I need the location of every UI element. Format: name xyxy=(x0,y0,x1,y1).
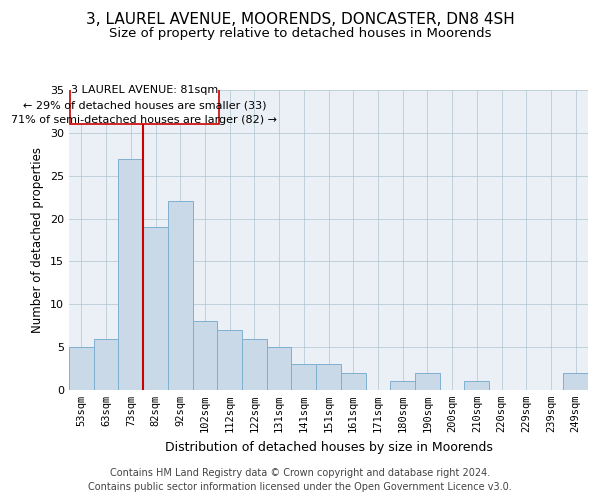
X-axis label: Distribution of detached houses by size in Moorends: Distribution of detached houses by size … xyxy=(164,440,493,454)
Bar xyxy=(292,364,316,390)
Bar xyxy=(267,347,292,390)
FancyBboxPatch shape xyxy=(70,86,218,124)
Text: Contains HM Land Registry data © Crown copyright and database right 2024.
Contai: Contains HM Land Registry data © Crown c… xyxy=(88,468,512,492)
Bar xyxy=(217,330,242,390)
Bar xyxy=(193,322,217,390)
Bar xyxy=(563,373,588,390)
Bar xyxy=(69,347,94,390)
Bar xyxy=(143,227,168,390)
Text: 3 LAUREL AVENUE: 81sqm
← 29% of detached houses are smaller (33)
71% of semi-det: 3 LAUREL AVENUE: 81sqm ← 29% of detached… xyxy=(11,85,277,125)
Bar xyxy=(242,338,267,390)
Bar xyxy=(415,373,440,390)
Bar xyxy=(464,382,489,390)
Bar xyxy=(316,364,341,390)
Bar xyxy=(168,202,193,390)
Bar xyxy=(118,158,143,390)
Bar xyxy=(341,373,365,390)
Bar xyxy=(94,338,118,390)
Bar xyxy=(390,382,415,390)
Text: Size of property relative to detached houses in Moorends: Size of property relative to detached ho… xyxy=(109,28,491,40)
Text: 3, LAUREL AVENUE, MOORENDS, DONCASTER, DN8 4SH: 3, LAUREL AVENUE, MOORENDS, DONCASTER, D… xyxy=(86,12,514,28)
Y-axis label: Number of detached properties: Number of detached properties xyxy=(31,147,44,333)
